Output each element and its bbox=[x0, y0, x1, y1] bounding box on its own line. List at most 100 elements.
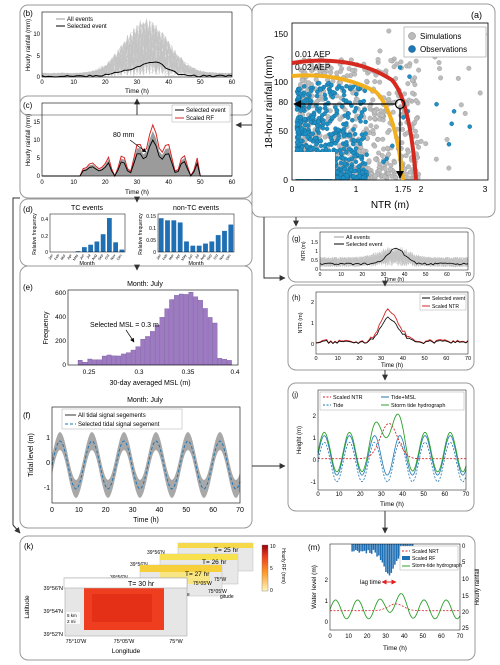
xtick: 30 bbox=[134, 80, 141, 86]
rf-bar bbox=[360, 544, 362, 552]
panel-m-yticks2: 0 5 10 15 20 25 bbox=[462, 544, 469, 632]
panel-j-yticks: -1 0 1 2 bbox=[311, 414, 317, 486]
observation-point bbox=[449, 121, 454, 127]
rf-bar bbox=[378, 544, 380, 556]
panel-f-title: Month: July bbox=[127, 397, 163, 404]
svg-text:39°54'N: 39°54'N bbox=[44, 609, 63, 615]
simulation-point bbox=[382, 166, 388, 172]
simulation-point bbox=[455, 75, 461, 81]
simulation-point bbox=[379, 153, 385, 158]
svg-text:0: 0 bbox=[315, 267, 318, 273]
rf-bar bbox=[363, 544, 366, 551]
simulation-point bbox=[380, 136, 386, 142]
hist-bar bbox=[130, 349, 136, 366]
svg-text:0: 0 bbox=[462, 544, 466, 550]
rf-bar bbox=[369, 544, 371, 553]
observation-point bbox=[341, 133, 347, 139]
xtick: 60 bbox=[229, 180, 236, 186]
xtick: 30 bbox=[378, 356, 384, 362]
rf-bar bbox=[372, 544, 375, 550]
observation-point bbox=[302, 84, 307, 89]
legend-g-selected: Selected event bbox=[346, 242, 383, 248]
xtick: 0 bbox=[328, 634, 332, 640]
observation-point bbox=[298, 91, 303, 96]
hist-bar bbox=[140, 339, 146, 366]
observation-point bbox=[467, 124, 472, 129]
xtick: 50 bbox=[197, 80, 204, 86]
legend-m-storm: Storm-tide hydrograph bbox=[412, 563, 462, 569]
panel-a-ylabel: 18-hour rainfall (mm) bbox=[264, 56, 275, 149]
simulation-point bbox=[385, 130, 391, 135]
scale-km: 5 km bbox=[67, 613, 77, 618]
panel-c-letter: (c) bbox=[23, 101, 33, 110]
month-label: Jan bbox=[48, 254, 54, 261]
svg-text:0.4: 0.4 bbox=[41, 217, 48, 223]
front-map-lon-ticks: 75°10'W 75°05'W 75°W bbox=[66, 639, 184, 645]
panel-g-frame bbox=[287, 227, 475, 283]
svg-text:2: 2 bbox=[419, 184, 424, 194]
observation-point bbox=[329, 142, 334, 147]
panel-a: (a) 0.01 AEP 0.02 AEP 0 50 80 100 150 0 … bbox=[264, 10, 489, 211]
observation-point bbox=[363, 131, 368, 136]
observation-point bbox=[339, 104, 345, 109]
hist-bar bbox=[111, 355, 117, 366]
hist-bar bbox=[227, 360, 232, 366]
legend-f-selected: Selected tidal signal segement bbox=[78, 422, 160, 428]
observation-point bbox=[310, 131, 315, 136]
observation-point bbox=[335, 169, 340, 175]
hist-bar bbox=[222, 359, 227, 366]
simulation-point bbox=[298, 67, 304, 73]
panel-f-letter: (f) bbox=[23, 411, 31, 420]
observation-point bbox=[352, 153, 358, 159]
svg-text:0: 0 bbox=[290, 184, 295, 194]
rf-bar bbox=[392, 544, 394, 569]
map-time-4: T= 30 hr bbox=[128, 581, 155, 588]
svg-text:0.35: 0.35 bbox=[182, 369, 195, 376]
rf-bar bbox=[354, 544, 357, 550]
event-line bbox=[41, 36, 233, 78]
panel-f-xticks: 0 10 20 30 40 50 60 70 bbox=[50, 507, 244, 514]
svg-text:0.25: 0.25 bbox=[83, 369, 96, 376]
hist-bar bbox=[178, 293, 184, 366]
panel-h-yticks: 0 1 2 bbox=[311, 300, 314, 348]
xtick: 70 bbox=[463, 492, 470, 498]
simulation-point bbox=[416, 144, 422, 150]
xtick: 40 bbox=[402, 272, 408, 278]
observation-point bbox=[350, 141, 356, 147]
observation-point bbox=[357, 141, 363, 146]
svg-text:15: 15 bbox=[33, 120, 40, 126]
hist-bar bbox=[174, 295, 179, 366]
front-map-lat-ticks: 39°56'N 39°54'N 39°52'N bbox=[44, 586, 63, 638]
observation-point bbox=[318, 87, 323, 92]
xtick: 50 bbox=[423, 272, 429, 278]
svg-text:0: 0 bbox=[46, 460, 50, 467]
hist-bar bbox=[202, 308, 208, 366]
panel-j-letter: (j) bbox=[292, 392, 298, 399]
panel-g: (g) All events Selected event 0 0.5 1 1.… bbox=[292, 231, 471, 283]
storm-tide-line bbox=[317, 413, 467, 473]
simulation-point bbox=[409, 77, 415, 83]
rf-bar bbox=[397, 544, 400, 559]
observation-point bbox=[316, 119, 321, 124]
xtick: 30 bbox=[134, 180, 141, 186]
observation-point bbox=[329, 115, 335, 121]
observation-point bbox=[348, 167, 354, 173]
svg-text:75°05'W: 75°05'W bbox=[114, 639, 135, 645]
xtick: 0 bbox=[40, 180, 44, 186]
observation-point bbox=[344, 173, 350, 178]
svg-text:50: 50 bbox=[279, 126, 289, 136]
observation-point bbox=[310, 115, 315, 120]
simulation-point bbox=[386, 170, 392, 176]
aep-002-label: 0.02 AEP bbox=[295, 62, 331, 72]
map-time-2: T= 26 hr bbox=[202, 559, 227, 566]
xtick: 50 bbox=[420, 634, 427, 640]
observation-point bbox=[356, 164, 361, 169]
svg-text:1: 1 bbox=[46, 435, 50, 442]
observation-point bbox=[354, 91, 359, 97]
svg-text:0: 0 bbox=[311, 342, 314, 348]
xtick: 10 bbox=[335, 356, 341, 362]
xtick: 40 bbox=[165, 80, 172, 86]
simulation-point bbox=[423, 141, 429, 147]
rf-bar bbox=[356, 544, 359, 551]
